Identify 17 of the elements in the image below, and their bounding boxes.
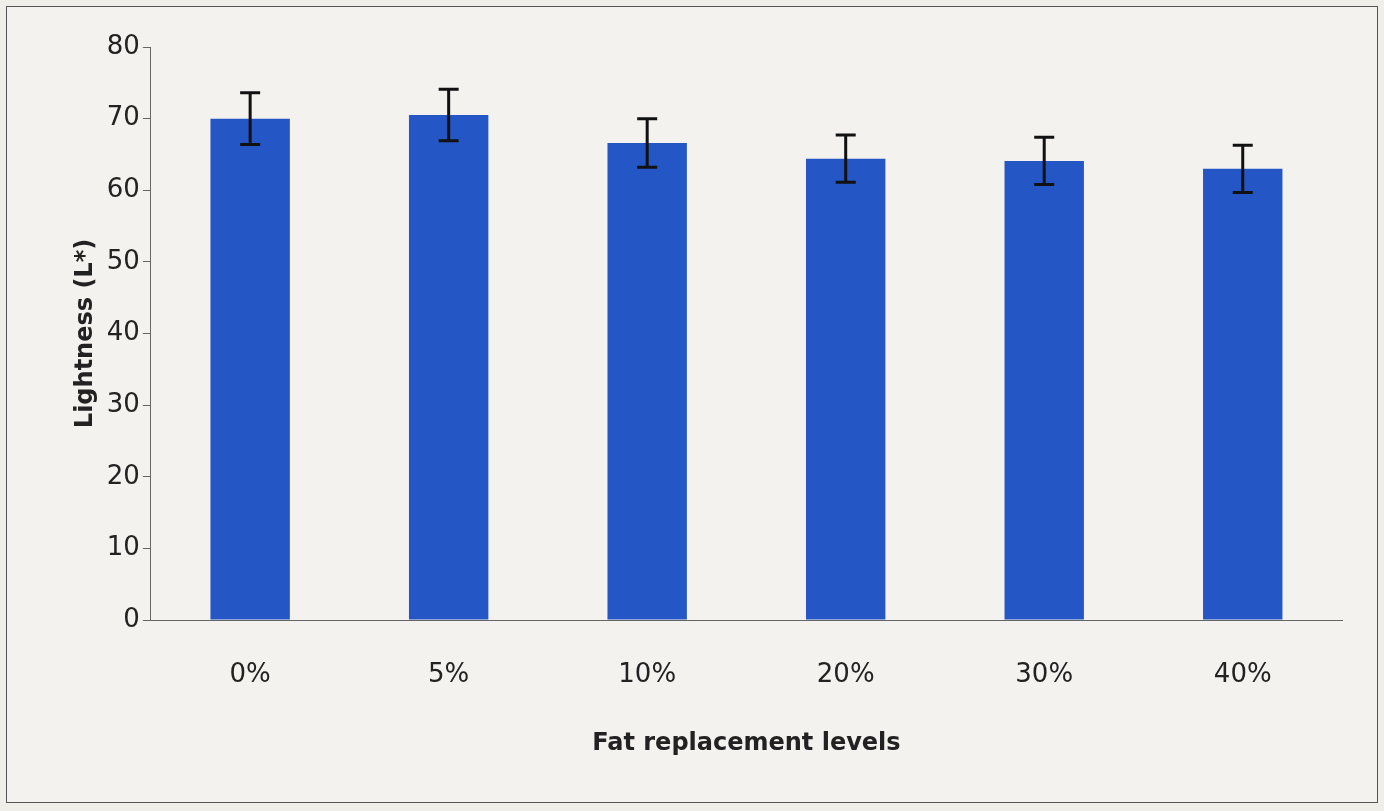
x-tick-label: 20% [816,658,875,689]
x-tick-label: 30% [1015,658,1074,689]
y-tick-label: 50 [106,244,140,275]
y-tick-label: 70 [106,101,140,132]
x-tick-label: 5% [428,658,470,689]
y-axis-title: Lightness (L*) [69,238,98,429]
x-tick-label: 40% [1213,658,1272,689]
x-axis-title: Fat replacement levels [592,727,901,756]
y-tick-label: 40 [106,316,140,347]
y-tick-label: 80 [106,29,140,60]
y-tick-label: 20 [106,459,140,490]
y-tick-label: 0 [123,602,140,633]
x-tick-label: 10% [618,658,677,689]
y-tick-label: 10 [106,531,140,562]
y-tick-label: 60 [106,173,140,203]
x-tick-label: 0% [229,658,271,689]
y-tick-label: 30 [106,387,140,418]
